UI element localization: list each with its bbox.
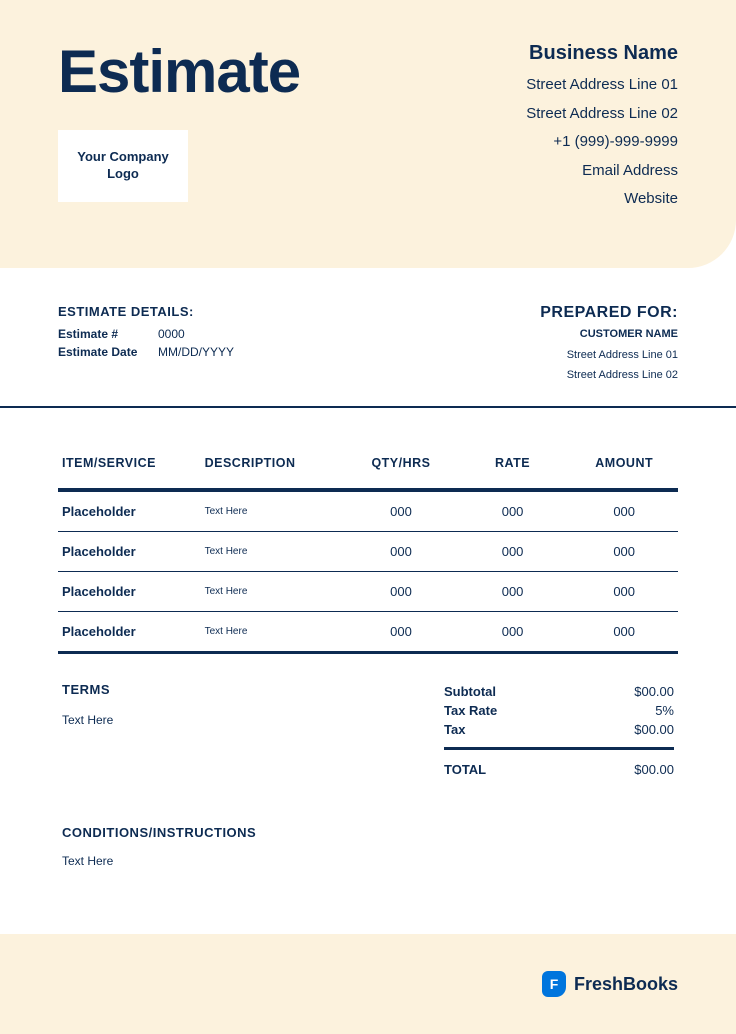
business-phone: +1 (999)-999-9999 bbox=[526, 128, 678, 157]
cell-qty: 000 bbox=[343, 611, 455, 651]
col-amount-header: AMOUNT bbox=[566, 456, 678, 490]
estimate-number-label: Estimate # bbox=[58, 327, 158, 341]
cell-qty: 000 bbox=[343, 531, 455, 571]
customer-name: CUSTOMER NAME bbox=[540, 328, 678, 340]
terms-heading: TERMS bbox=[62, 682, 113, 697]
cell-amount: 000 bbox=[566, 490, 678, 532]
total-label: TOTAL bbox=[444, 762, 486, 777]
cell-item: Placeholder bbox=[58, 571, 201, 611]
footer-banner: F FreshBooks bbox=[0, 934, 736, 1034]
terms-section: TERMS Text Here bbox=[62, 682, 113, 779]
subtotal-label: Subtotal bbox=[444, 684, 496, 699]
cell-amount: 000 bbox=[566, 571, 678, 611]
cell-desc: Text Here bbox=[201, 571, 344, 611]
cell-rate: 000 bbox=[455, 490, 567, 532]
tax-value: $00.00 bbox=[634, 722, 674, 737]
table-row: PlaceholderText Here000000000 bbox=[58, 490, 678, 532]
document-title: Estimate bbox=[58, 42, 300, 102]
cell-qty: 000 bbox=[343, 571, 455, 611]
terms-text: Text Here bbox=[62, 713, 113, 727]
cell-amount: 000 bbox=[566, 611, 678, 651]
business-info: Business Name Street Address Line 01 Str… bbox=[526, 42, 678, 214]
customer-address-2: Street Address Line 02 bbox=[540, 366, 678, 386]
line-items-table: ITEM/SERVICE DESCRIPTION QTY/HRS RATE AM… bbox=[58, 456, 678, 652]
taxrate-label: Tax Rate bbox=[444, 703, 497, 718]
totals-divider bbox=[444, 747, 674, 750]
conditions-heading: CONDITIONS/INSTRUCTIONS bbox=[62, 825, 674, 840]
estimate-date-label: Estimate Date bbox=[58, 345, 158, 359]
cell-item: Placeholder bbox=[58, 531, 201, 571]
freshbooks-brand: F FreshBooks bbox=[542, 971, 678, 997]
cell-qty: 000 bbox=[343, 490, 455, 532]
business-website: Website bbox=[526, 185, 678, 214]
table-row: PlaceholderText Here000000000 bbox=[58, 611, 678, 651]
conditions-text: Text Here bbox=[62, 854, 674, 868]
col-item-header: ITEM/SERVICE bbox=[58, 456, 201, 490]
business-email: Email Address bbox=[526, 157, 678, 186]
section-divider bbox=[0, 406, 736, 408]
conditions-section: CONDITIONS/INSTRUCTIONS Text Here bbox=[58, 825, 678, 868]
cell-rate: 000 bbox=[455, 611, 567, 651]
table-bottom-rule bbox=[58, 652, 678, 654]
cell-desc: Text Here bbox=[201, 611, 344, 651]
business-address-2: Street Address Line 02 bbox=[526, 100, 678, 129]
freshbooks-icon: F bbox=[542, 971, 566, 997]
header-banner: Estimate Your Company Logo Business Name… bbox=[0, 0, 736, 268]
totals-section: Subtotal $00.00 Tax Rate 5% Tax $00.00 TOTA… bbox=[444, 682, 674, 779]
table-row: PlaceholderText Here000000000 bbox=[58, 571, 678, 611]
cell-desc: Text Here bbox=[201, 531, 344, 571]
estimate-details: ESTIMATE DETAILS: Estimate # 0000 Estima… bbox=[58, 304, 234, 386]
business-name: Business Name bbox=[526, 42, 678, 65]
cell-rate: 000 bbox=[455, 571, 567, 611]
cell-rate: 000 bbox=[455, 531, 567, 571]
col-desc-header: DESCRIPTION bbox=[201, 456, 344, 490]
prepared-for: PREPARED FOR: CUSTOMER NAME Street Addre… bbox=[540, 304, 678, 386]
estimate-number-value: 0000 bbox=[158, 327, 185, 341]
subtotal-value: $00.00 bbox=[634, 684, 674, 699]
company-logo-placeholder: Your Company Logo bbox=[58, 130, 188, 202]
taxrate-value: 5% bbox=[655, 703, 674, 718]
freshbooks-label: FreshBooks bbox=[574, 974, 678, 995]
tax-label: Tax bbox=[444, 722, 465, 737]
total-value: $00.00 bbox=[634, 762, 674, 777]
table-row: PlaceholderText Here000000000 bbox=[58, 531, 678, 571]
col-qty-header: QTY/HRS bbox=[343, 456, 455, 490]
cell-desc: Text Here bbox=[201, 490, 344, 532]
col-rate-header: RATE bbox=[455, 456, 567, 490]
cell-item: Placeholder bbox=[58, 490, 201, 532]
cell-item: Placeholder bbox=[58, 611, 201, 651]
estimate-details-heading: ESTIMATE DETAILS: bbox=[58, 304, 234, 319]
customer-address-1: Street Address Line 01 bbox=[540, 346, 678, 366]
estimate-date-value: MM/DD/YYYY bbox=[158, 345, 234, 359]
business-address-1: Street Address Line 01 bbox=[526, 71, 678, 100]
prepared-for-heading: PREPARED FOR: bbox=[540, 304, 678, 322]
cell-amount: 000 bbox=[566, 531, 678, 571]
